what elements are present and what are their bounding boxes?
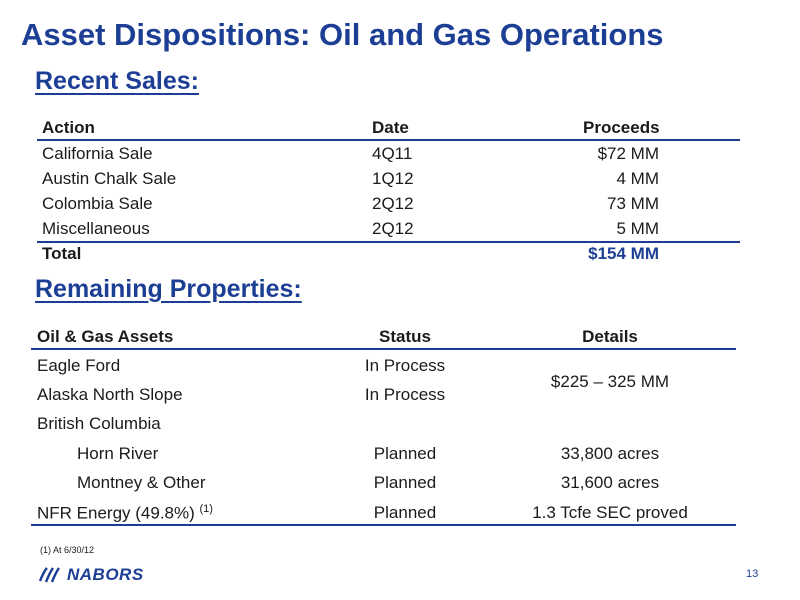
remaining-properties-heading: Remaining Properties: [35, 275, 302, 303]
row-date: 4Q11 [372, 144, 413, 163]
total-proceeds: $154 MM [588, 244, 659, 263]
merged-details: $225 – 325 MM [550, 372, 670, 391]
asset-status: In Process [364, 356, 446, 375]
column-header-date: Date [372, 118, 409, 137]
table-bottom-rule [31, 524, 736, 526]
asset-name: NFR Energy (49.8%) (1) [37, 503, 213, 524]
column-header-proceeds: Proceeds [583, 118, 660, 137]
page-number: 13 [746, 568, 759, 580]
row-proceeds: 4 MM [616, 169, 660, 188]
row-proceeds: 5 MM [616, 219, 660, 238]
footnote-marker: (1) [199, 503, 213, 515]
row-date: 2Q12 [372, 219, 414, 238]
asset-status: In Process [364, 385, 446, 404]
asset-status: Planned [373, 444, 437, 463]
recent-sales-heading: Recent Sales: [35, 67, 199, 95]
asset-name: Horn River [77, 444, 159, 463]
table-total-rule [37, 241, 740, 243]
footnote: (1) At 6/30/12 [40, 545, 95, 555]
total-label: Total [42, 244, 82, 263]
row-action: Miscellaneous [42, 219, 150, 238]
logo-text: NABORS [67, 565, 144, 584]
page-title: Asset Dispositions: Oil and Gas Operatio… [21, 17, 664, 52]
asset-name: Eagle Ford [37, 356, 121, 375]
row-date: 2Q12 [372, 194, 414, 213]
row-action: Colombia Sale [42, 194, 153, 213]
table-header-rule [37, 139, 740, 141]
column-header-status: Status [379, 327, 431, 346]
asset-name: Alaska North Slope [37, 385, 183, 404]
column-header-action: Action [42, 118, 95, 137]
column-header-assets: Oil & Gas Assets [37, 327, 174, 346]
asset-name-text: NFR Energy (49.8%) [37, 503, 195, 523]
column-header-details: Details [582, 327, 638, 346]
asset-status: Planned [373, 473, 437, 492]
company-logo: NABORS [38, 565, 144, 585]
row-proceeds: 73 MM [607, 194, 659, 213]
asset-details: 31,600 acres [560, 473, 660, 492]
asset-name: Montney & Other [77, 473, 206, 492]
table-header-rule [31, 348, 736, 350]
asset-status: Planned [373, 503, 437, 522]
asset-name: British Columbia [37, 414, 161, 433]
row-date: 1Q12 [372, 169, 414, 188]
logo-icon [38, 567, 60, 583]
asset-details: 1.3 Tcfe SEC proved [532, 503, 688, 522]
asset-details: 33,800 acres [560, 444, 660, 463]
row-action: California Sale [42, 144, 153, 163]
row-proceeds: $72 MM [597, 144, 659, 163]
row-action: Austin Chalk Sale [42, 169, 177, 188]
